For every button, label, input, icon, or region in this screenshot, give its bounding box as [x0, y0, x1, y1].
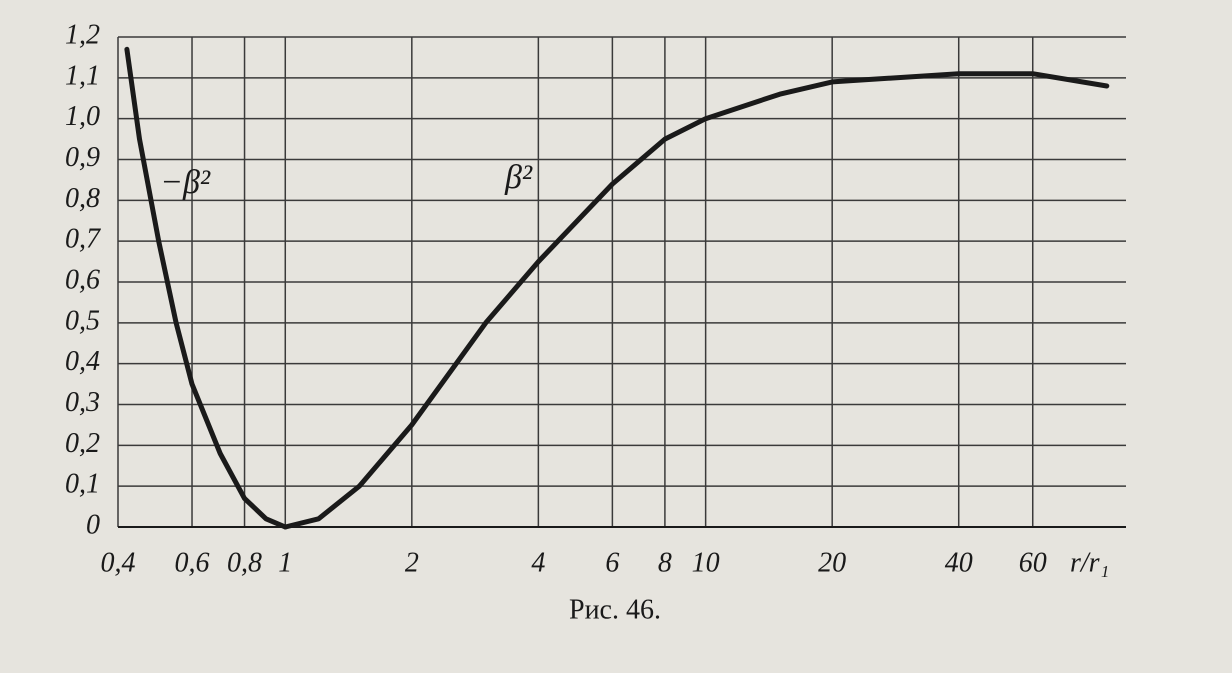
curve	[124, 46, 288, 530]
x-tick-label: 0,6	[175, 547, 210, 578]
x-tick-label: 60	[1019, 547, 1047, 578]
x-tick-label: 8	[658, 547, 672, 578]
y-tick-label: 0,3	[65, 387, 100, 418]
caption: Рис. 46.	[569, 594, 661, 625]
y-tick-label: 1,2	[65, 19, 100, 50]
x-tick-label: 0,4	[101, 547, 136, 578]
x-tick-label: 0,8	[227, 547, 262, 578]
x-tick-label: 2	[405, 547, 419, 578]
x-axis-label: r/r₁	[1070, 547, 1109, 578]
x-tick-label: 1	[278, 547, 292, 578]
y-tick-label: 0	[86, 509, 100, 540]
y-tick-label: 0,5	[65, 305, 100, 336]
y-tick-label: 0,6	[65, 264, 100, 295]
x-tick-label: 10	[692, 547, 720, 578]
y-tick-label: 0,2	[65, 428, 100, 459]
y-tick-label: 1,0	[65, 101, 100, 132]
curve	[282, 71, 1110, 530]
x-tick-label: 4	[531, 547, 545, 578]
y-tick-label: 0,7	[65, 224, 101, 255]
y-tick-label: 0,4	[65, 346, 100, 377]
x-tick-label: 6	[605, 547, 619, 578]
y-tick-label: 0,8	[65, 183, 100, 214]
y-tick-label: 0,1	[65, 469, 100, 500]
y-tick-label: 0,9	[65, 142, 100, 173]
curve-label: −β²	[160, 164, 211, 201]
curve-label: β²	[504, 159, 533, 196]
x-tick-label: 20	[818, 547, 846, 578]
y-tick-label: 1,1	[65, 60, 100, 91]
x-tick-label: 40	[945, 547, 973, 578]
